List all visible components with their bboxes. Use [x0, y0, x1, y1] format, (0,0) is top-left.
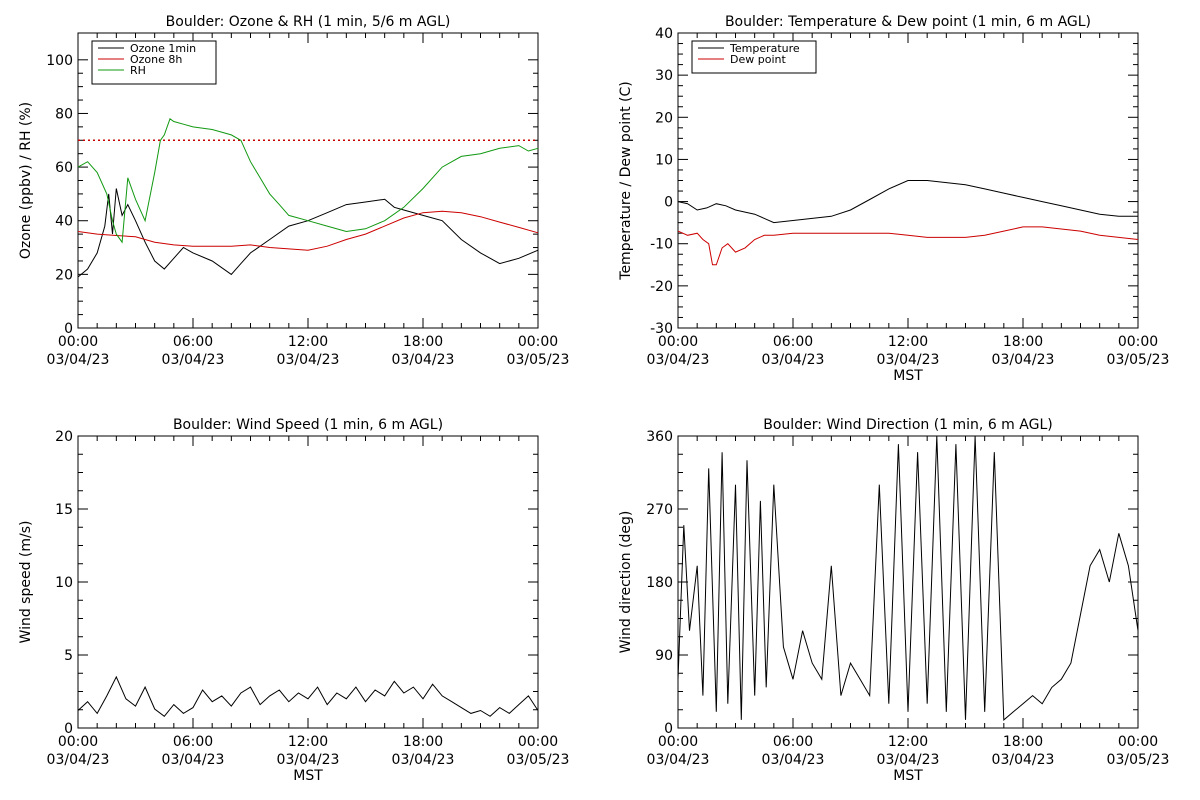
y-tick-label: 100 [46, 53, 73, 69]
y-tick-label: 10 [655, 152, 673, 168]
series-line-1 [77, 675, 539, 717]
y-tick-label: 270 [646, 502, 673, 518]
x-tick-time-label: 00:00 [518, 334, 558, 350]
y-tick-label: 15 [55, 502, 73, 518]
x-tick-date-label: 03/04/23 [647, 352, 710, 368]
y-tick-label: 10 [55, 575, 73, 591]
x-tick-time-label: 00:00 [1118, 334, 1158, 350]
series-line-1 [77, 188, 539, 278]
x-tick-date-label: 03/04/23 [392, 352, 455, 368]
chart-title: Boulder: Wind Speed (1 min, 6 m AGL) [173, 417, 443, 433]
x-tick-date-label: 03/05/23 [507, 752, 570, 768]
x-tick-time-label: 00:00 [518, 734, 558, 750]
legend-label: Temperature [729, 42, 800, 55]
chart-title: Boulder: Temperature & Dew point (1 min,… [725, 14, 1091, 30]
y-axis-label: Wind direction (deg) [618, 511, 634, 654]
legend-label: Ozone 1min [130, 42, 196, 55]
x-tick-time-label: 00:00 [1118, 734, 1158, 750]
y-tick-label: 0 [664, 721, 673, 737]
y-tick-label: 360 [646, 429, 673, 445]
x-tick-date-label: 03/04/23 [647, 752, 710, 768]
x-tick-date-label: 03/04/23 [162, 752, 225, 768]
x-tick-date-label: 03/05/23 [1107, 352, 1170, 368]
y-tick-label: 90 [655, 648, 673, 664]
x-tick-time-label: 18:00 [403, 334, 443, 350]
chart-title: Boulder: Ozone & RH (1 min, 5/6 m AGL) [166, 14, 451, 30]
x-tick-date-label: 03/04/23 [162, 352, 225, 368]
x-tick-time-label: 00:00 [58, 734, 98, 750]
y-tick-label: 180 [646, 575, 673, 591]
x-tick-date-label: 03/04/23 [392, 752, 455, 768]
x-axis-label: MST [293, 768, 323, 784]
y-tick-label: 20 [655, 110, 673, 126]
x-tick-time-label: 00:00 [658, 334, 698, 350]
y-axis-label: Temperature / Dew point (C) [618, 81, 634, 280]
x-tick-time-label: 18:00 [403, 734, 443, 750]
x-tick-time-label: 18:00 [1003, 734, 1043, 750]
x-tick-time-label: 00:00 [658, 734, 698, 750]
x-tick-date-label: 03/04/23 [992, 352, 1055, 368]
x-tick-time-label: 12:00 [288, 334, 328, 350]
y-tick-label: 0 [64, 721, 73, 737]
x-axis-label: MST [893, 368, 923, 384]
x-tick-date-label: 03/04/23 [877, 352, 940, 368]
x-tick-date-label: 03/04/23 [277, 752, 340, 768]
y-axis-label: Ozone (ppbv) / RH (%) [18, 102, 34, 259]
series-line-2 [677, 226, 1139, 266]
y-tick-label: -30 [650, 321, 673, 337]
y-tick-label: 0 [64, 321, 73, 337]
legend-box [691, 40, 817, 74]
x-tick-time-label: 06:00 [173, 334, 213, 350]
x-tick-date-label: 03/05/23 [1107, 752, 1170, 768]
x-tick-date-label: 03/04/23 [277, 352, 340, 368]
x-tick-time-label: 18:00 [1003, 334, 1043, 350]
x-tick-date-label: 03/04/23 [762, 352, 825, 368]
x-tick-date-label: 03/04/23 [47, 752, 110, 768]
series-line-2 [77, 210, 539, 251]
chart-panel-2: Boulder: Temperature & Dew point (1 min,… [618, 14, 1169, 384]
y-tick-label: 30 [655, 68, 673, 84]
chart-panel-1: Boulder: Ozone & RH (1 min, 5/6 m AGL) 0 2… [18, 14, 569, 368]
y-tick-label: -10 [650, 237, 673, 253]
x-tick-time-label: 12:00 [888, 334, 928, 350]
x-axis-label: MST [893, 768, 923, 784]
y-tick-label: 20 [55, 429, 73, 445]
legend-label: Dew point [730, 53, 786, 66]
x-tick-time-label: 06:00 [173, 734, 213, 750]
x-tick-time-label: 06:00 [773, 334, 813, 350]
y-tick-label: 80 [55, 106, 73, 122]
x-tick-date-label: 03/04/23 [47, 352, 110, 368]
legend-label: RH [130, 64, 146, 77]
plot-frame [77, 435, 539, 729]
chart-panel-3: Boulder: Wind Speed (1 min, 6 m AGL) 0 5 10… [18, 417, 569, 784]
series-line-1 [677, 435, 1139, 721]
x-tick-date-label: 03/04/23 [992, 752, 1055, 768]
chart-panel-4: Boulder: Wind Direction (1 min, 6 m AGL)… [618, 417, 1169, 784]
series-line-1 [677, 180, 1138, 224]
x-tick-date-label: 03/04/23 [877, 752, 940, 768]
x-tick-time-label: 00:00 [58, 334, 98, 350]
y-axis-label: Wind speed (m/s) [18, 521, 34, 644]
series-line-3 [77, 118, 539, 244]
chart-title: Boulder: Wind Direction (1 min, 6 m AGL) [763, 417, 1052, 433]
x-tick-time-label: 06:00 [773, 734, 813, 750]
y-tick-label: 40 [55, 214, 73, 230]
x-tick-date-label: 03/04/23 [762, 752, 825, 768]
x-tick-date-label: 03/05/23 [507, 352, 570, 368]
y-tick-label: 40 [655, 26, 673, 42]
y-tick-label: 20 [55, 267, 73, 283]
y-tick-label: 0 [664, 195, 673, 211]
x-tick-time-label: 12:00 [888, 734, 928, 750]
y-tick-label: -20 [650, 279, 673, 295]
legend-label: Ozone 8h [130, 53, 182, 66]
x-tick-time-label: 12:00 [288, 734, 328, 750]
y-tick-label: 60 [55, 160, 73, 176]
y-tick-label: 5 [64, 648, 73, 664]
